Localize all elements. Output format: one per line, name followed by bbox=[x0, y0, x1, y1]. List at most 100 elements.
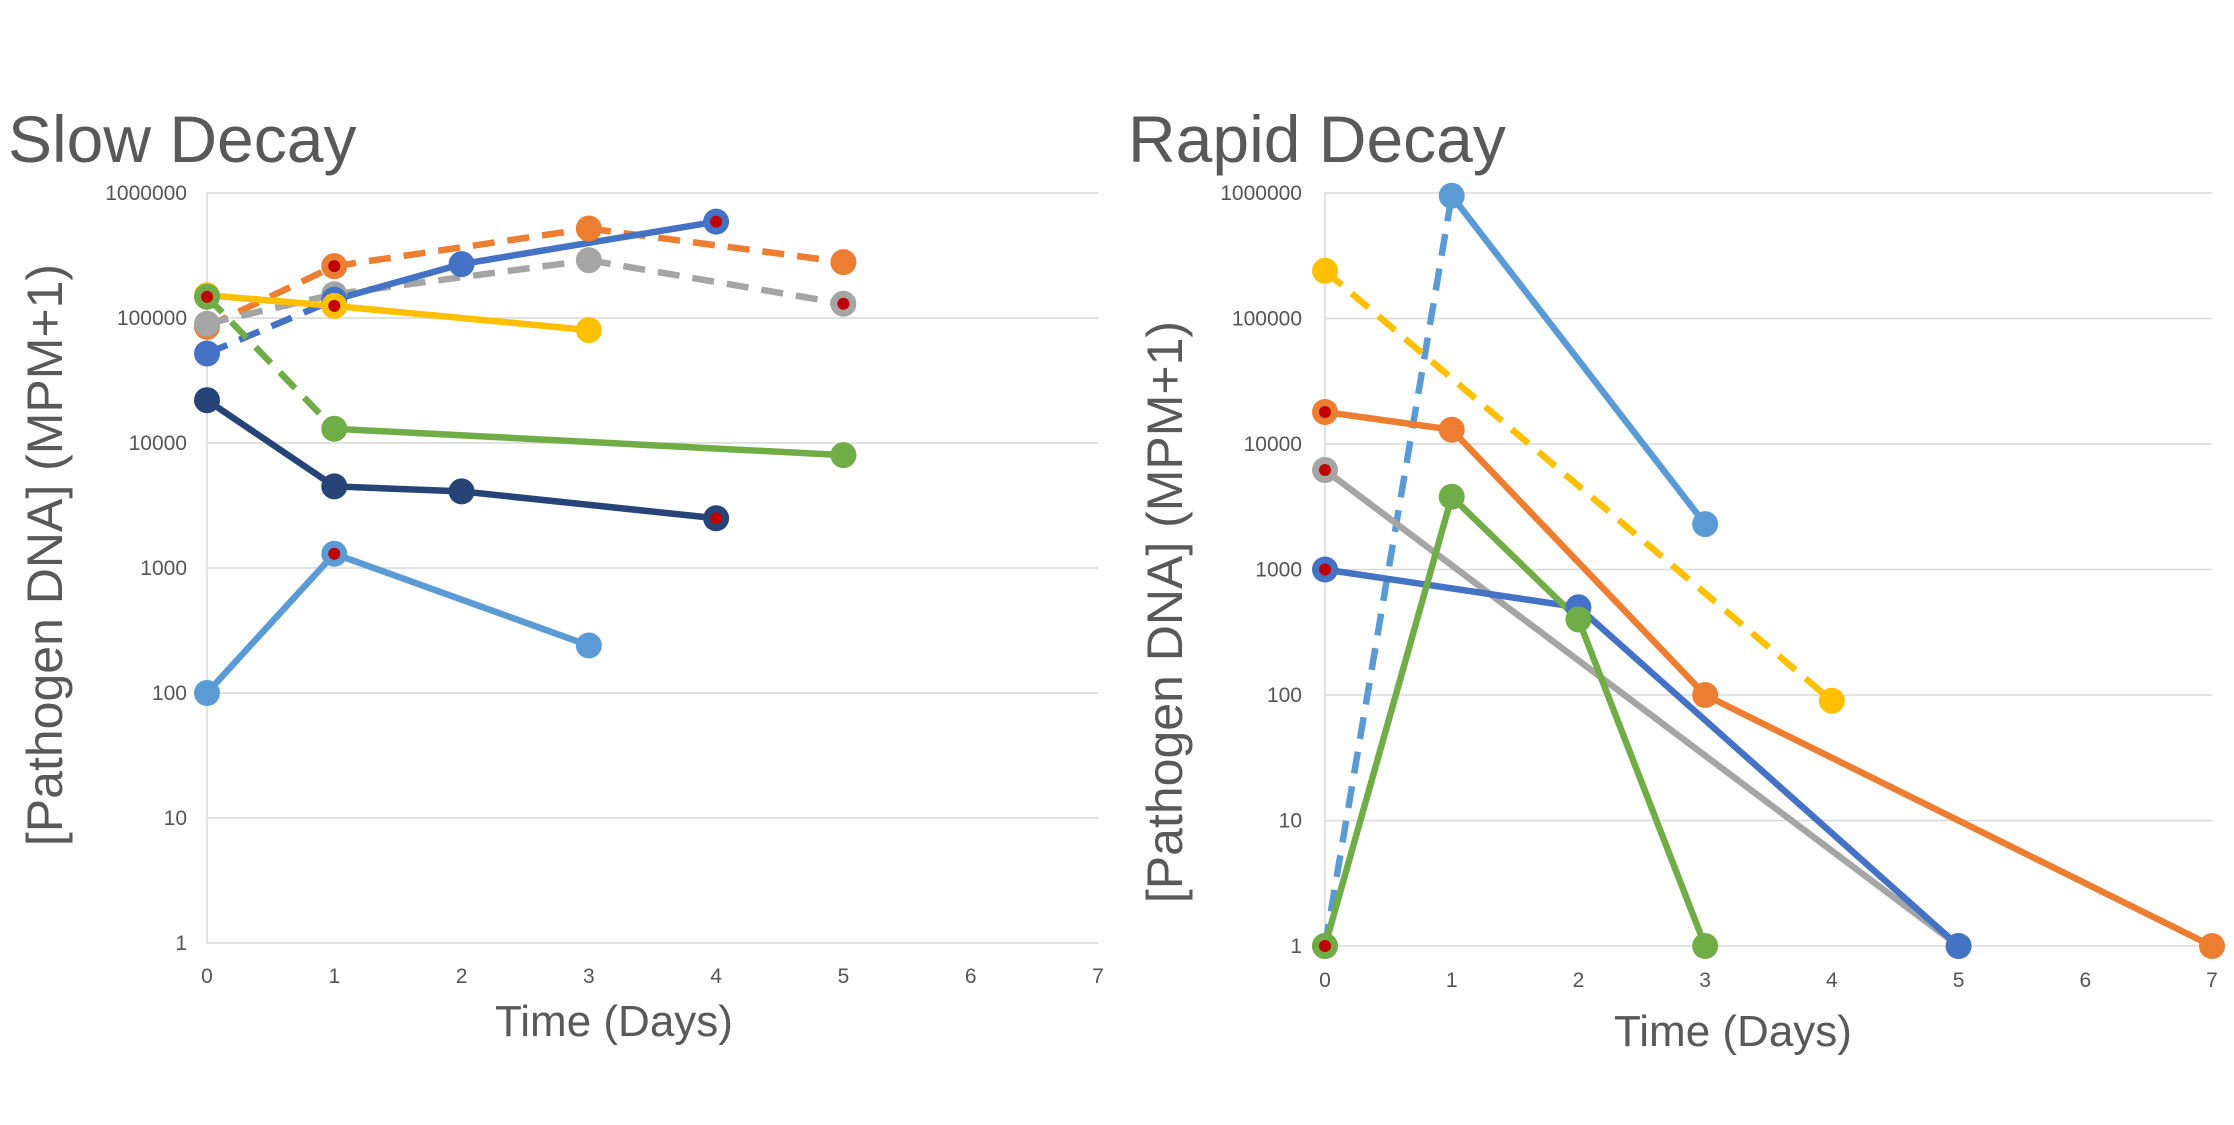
y-tick-label: 100000 bbox=[1232, 308, 1302, 331]
data-point bbox=[321, 415, 348, 442]
series-segment bbox=[204, 551, 337, 696]
chart-title: Slow Decay bbox=[8, 102, 356, 176]
series-segment bbox=[333, 302, 590, 334]
x-tick-label: 2 bbox=[456, 965, 468, 988]
data-point bbox=[1312, 257, 1338, 284]
data-point-marker-dot bbox=[328, 547, 341, 560]
data-point bbox=[1692, 933, 1719, 959]
x-tick-label: 6 bbox=[965, 965, 977, 988]
series-segment bbox=[205, 296, 336, 357]
series-segment bbox=[461, 488, 717, 522]
series-segment bbox=[1321, 495, 1455, 947]
x-tick-label: 5 bbox=[838, 965, 850, 988]
series-segment bbox=[1449, 427, 1708, 698]
data-point-marker-dot bbox=[1319, 405, 1331, 418]
series-segment bbox=[334, 425, 844, 459]
series-segment bbox=[1323, 467, 1961, 949]
series-layer bbox=[1312, 182, 2225, 959]
y-tick-label: 1 bbox=[175, 932, 187, 955]
data-point bbox=[194, 340, 220, 367]
y-tick-label: 100 bbox=[1267, 684, 1302, 707]
data-point bbox=[194, 680, 220, 706]
series-segment bbox=[1576, 604, 1961, 949]
y-tick-label: 10 bbox=[164, 807, 187, 830]
series-segment bbox=[204, 294, 337, 432]
series-segment bbox=[206, 292, 335, 310]
data-point bbox=[1438, 416, 1465, 443]
data-point bbox=[448, 251, 475, 278]
y-tick-labels: 1 10 100 1000 10000 100000 1000000 bbox=[1220, 182, 1302, 958]
data-point bbox=[1818, 687, 1845, 714]
series-segment bbox=[333, 550, 590, 649]
series-segment bbox=[334, 483, 462, 495]
data-point bbox=[575, 317, 602, 344]
series-segment bbox=[333, 225, 590, 270]
data-point-marker-dot bbox=[1319, 563, 1331, 576]
data-point-marker-dot bbox=[710, 215, 723, 228]
x-tick-label: 0 bbox=[1319, 969, 1331, 992]
x-tick-label: 3 bbox=[583, 965, 595, 988]
data-point bbox=[830, 249, 857, 276]
series-segment bbox=[1449, 494, 1581, 622]
data-point bbox=[830, 442, 857, 469]
y-tick-label: 100 bbox=[152, 682, 187, 705]
chart-rapid-decay: Rapid Decay 1101001000100001000001000000… bbox=[1128, 102, 2225, 1056]
series-segment bbox=[205, 397, 337, 490]
data-point bbox=[575, 247, 602, 274]
gridlines bbox=[1324, 192, 2212, 947]
x-tick-label: 7 bbox=[1092, 965, 1104, 988]
y-axis-title: [Pathogen DNA] (MPM+1) bbox=[17, 264, 73, 846]
x-tick-label: 1 bbox=[1446, 969, 1458, 992]
x-tick-label: 0 bbox=[201, 965, 213, 988]
x-tick-label: 4 bbox=[710, 965, 722, 988]
y-axis-title: [Pathogen DNA] (MPM+1) bbox=[1137, 321, 1193, 903]
series-segment bbox=[588, 256, 844, 307]
series-segment bbox=[1321, 195, 1455, 947]
series-segment bbox=[1703, 692, 2214, 949]
data-point bbox=[1565, 606, 1592, 633]
series-segment bbox=[1324, 566, 1579, 611]
x-tick-label: 6 bbox=[2079, 969, 2091, 992]
x-tick-label: 7 bbox=[2206, 969, 2218, 992]
data-point-marker-dot bbox=[1319, 464, 1331, 477]
data-point bbox=[1692, 682, 1719, 708]
chart-slow-decay: Slow Decay 1101001000100001000001000000 … bbox=[8, 102, 1104, 1046]
x-axis-title: Time (Days) bbox=[1614, 1007, 1852, 1056]
y-tick-label: 1000000 bbox=[105, 182, 187, 205]
y-tick-label: 1000 bbox=[140, 557, 187, 580]
y-tick-label: 10 bbox=[1279, 810, 1302, 833]
x-tick-label: 3 bbox=[1699, 969, 1711, 992]
y-tick-labels: 1 10 100 1000 10000 100000 1000000 bbox=[105, 182, 187, 955]
series-segment bbox=[1322, 268, 1834, 704]
series-segment bbox=[461, 218, 717, 268]
data-point bbox=[448, 478, 475, 505]
x-tick-labels: 0 1 2 3 4 5 6 7 bbox=[1319, 969, 2218, 992]
data-point-marker-dot bbox=[328, 260, 341, 273]
data-point-marker-dot bbox=[328, 299, 341, 312]
series-segment bbox=[333, 260, 463, 303]
x-axis-title: Time (Days) bbox=[495, 997, 733, 1046]
x-tick-label: 4 bbox=[1826, 969, 1838, 992]
data-point-marker-dot bbox=[837, 297, 850, 310]
series-segment bbox=[206, 291, 336, 327]
series-segment bbox=[205, 263, 336, 330]
data-point-marker-dot bbox=[1319, 940, 1331, 952]
series-segment bbox=[1575, 618, 1709, 948]
gridlines bbox=[206, 192, 1098, 944]
data-point bbox=[194, 387, 220, 414]
data-point bbox=[1438, 182, 1465, 209]
x-tick-label: 2 bbox=[1573, 969, 1585, 992]
data-point bbox=[321, 473, 348, 500]
series-layer bbox=[194, 208, 857, 706]
data-point-marker-dot bbox=[201, 290, 213, 303]
y-tick-label: 10000 bbox=[129, 432, 187, 455]
chart-title: Rapid Decay bbox=[1128, 102, 1506, 176]
data-point bbox=[575, 215, 602, 242]
data-point-marker-dot bbox=[710, 512, 723, 525]
data-point bbox=[1945, 933, 1972, 959]
x-tick-label: 1 bbox=[328, 965, 340, 988]
x-tick-label: 5 bbox=[1953, 969, 1965, 992]
series-segment bbox=[1449, 193, 1708, 527]
y-tick-label: 10000 bbox=[1244, 433, 1302, 456]
